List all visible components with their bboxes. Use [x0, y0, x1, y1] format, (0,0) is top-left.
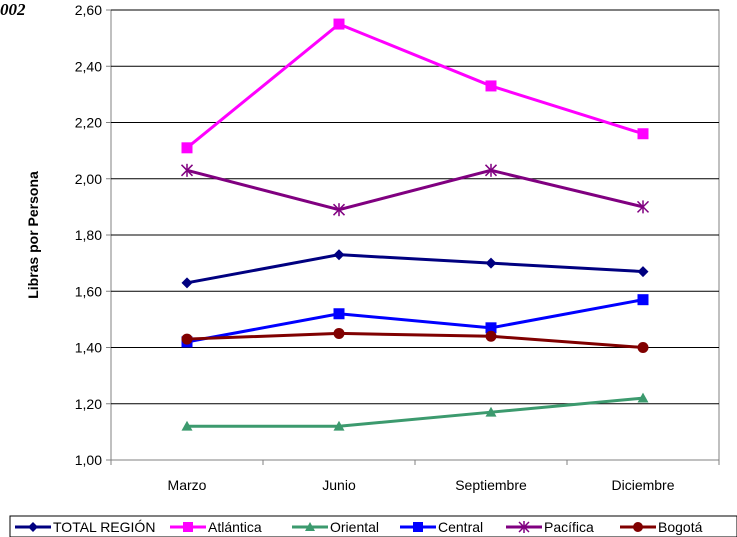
asterisk-marker: [332, 203, 346, 217]
legend-item: Bogotá: [620, 519, 703, 535]
circle-marker: [181, 333, 193, 345]
diamond-marker: [485, 257, 497, 269]
legend-item: Atlántica: [170, 519, 262, 535]
asterisk-marker: [484, 163, 498, 177]
y-tick-label: 1,20: [75, 396, 102, 412]
diamond-marker: [28, 522, 38, 532]
circle-marker: [485, 330, 497, 342]
x-tick-label: Diciembre: [611, 477, 674, 493]
series-line: [187, 396, 644, 428]
y-tick-label: 2,60: [75, 2, 102, 18]
triangle-marker: [485, 406, 497, 417]
square-marker: [485, 322, 497, 334]
y-tick-label: 1,60: [75, 283, 102, 299]
series-layer: [180, 18, 650, 431]
y-tick-label: 2,40: [75, 58, 102, 74]
x-tick-label: Marzo: [168, 477, 207, 493]
series-Oriental: [181, 392, 649, 431]
asterisk-marker: [518, 521, 530, 533]
series-line: [186, 22, 644, 149]
legend: TOTAL REGIÓN Atlántica Oriental Central Pací…: [15, 519, 703, 535]
y-tick-label: 2,20: [75, 115, 102, 131]
y-tick-label: 2,00: [75, 171, 102, 187]
asterisk-marker: [636, 200, 650, 214]
legend-label: Pacífica: [544, 519, 594, 535]
x-tick-label: Junio: [322, 477, 356, 493]
legend-label: Atlántica: [208, 519, 262, 535]
legend-label: TOTAL REGIÓN: [53, 519, 155, 535]
circle-marker: [633, 522, 643, 532]
square-marker: [183, 522, 193, 532]
asterisk-marker: [180, 163, 194, 177]
circle-marker: [637, 342, 649, 353]
gridlines: [106, 9, 720, 465]
square-marker: [333, 18, 345, 30]
diamond-marker: [333, 249, 345, 261]
square-marker: [637, 294, 649, 306]
legend-label: Central: [438, 519, 483, 535]
y-axis-tick-labels: 1,00 1,20 1,40 1,60 1,80 2,00 2,20 2,40 2,60: [75, 2, 102, 468]
chart-title-fragment: 002: [0, 0, 26, 19]
series-line: [186, 253, 644, 285]
y-tick-label: 1,80: [75, 227, 102, 243]
series-line: [186, 168, 644, 212]
y-tick-label: 1,40: [75, 340, 102, 356]
series-TOTAL REGIÓN: [181, 249, 649, 289]
triangle-marker: [181, 420, 193, 431]
y-axis-title: Libras por Persona: [25, 171, 41, 299]
square-marker: [333, 308, 345, 320]
series-line: [186, 298, 644, 344]
legend-item: Central: [400, 519, 483, 535]
legend-item: Pacífica: [506, 519, 594, 535]
diamond-marker: [637, 266, 649, 278]
legend-label: Bogotá: [658, 519, 703, 535]
square-marker: [485, 80, 497, 92]
square-marker: [413, 522, 423, 532]
triangle-marker: [333, 420, 345, 431]
legend-item: TOTAL REGIÓN: [15, 519, 155, 535]
x-tick-label: Septiembre: [455, 477, 527, 493]
legend-item: Oriental: [292, 519, 379, 535]
series-line: [186, 331, 644, 349]
triangle-marker: [305, 522, 315, 531]
series-Pacífica: [180, 163, 650, 217]
series-Atlántica: [181, 18, 649, 154]
square-marker: [637, 128, 649, 140]
legend-label: Oriental: [330, 519, 379, 535]
triangle-marker: [637, 392, 649, 403]
square-marker: [181, 142, 193, 154]
diamond-marker: [181, 277, 193, 289]
y-tick-label: 1,00: [75, 452, 102, 468]
x-axis-tick-labels: Marzo Junio Septiembre Diciembre: [168, 477, 675, 493]
series-Bogotá: [181, 327, 649, 353]
circle-marker: [333, 327, 345, 339]
